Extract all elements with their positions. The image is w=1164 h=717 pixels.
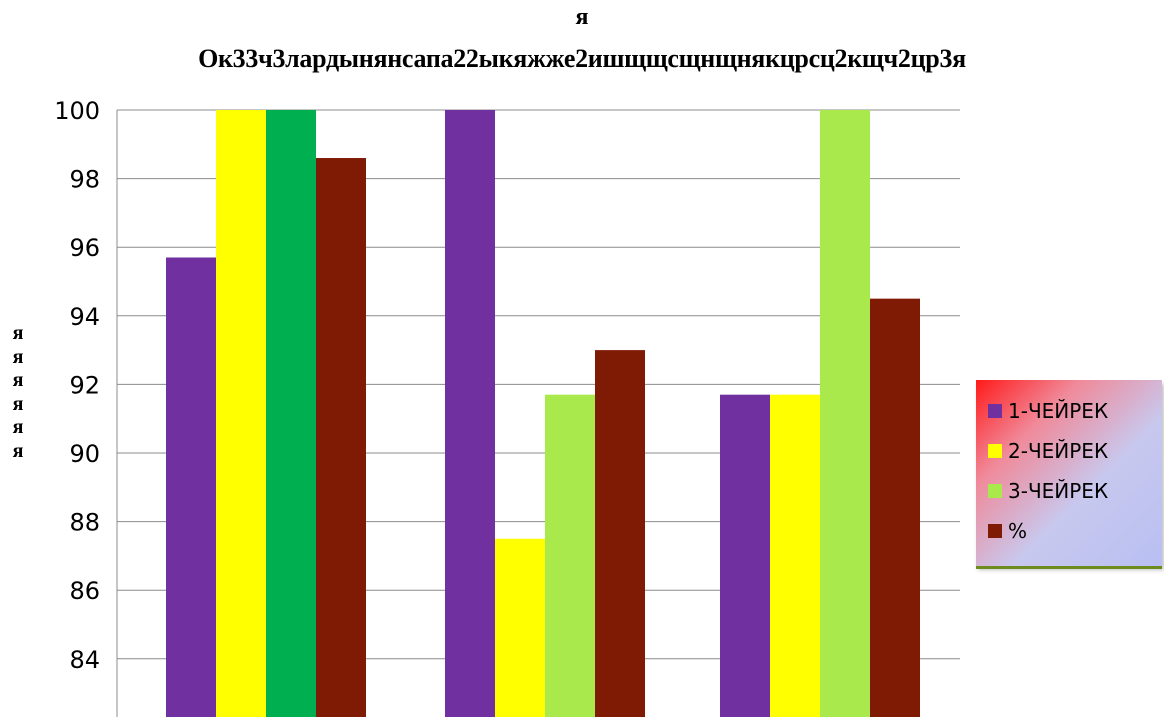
- y-tick-label-98: 98: [69, 166, 100, 194]
- legend-swatch-3: [988, 484, 1002, 498]
- y-tick-label-92: 92: [69, 371, 100, 399]
- legend-label-1: 1-ЧЕЙРЕК: [1008, 399, 1109, 423]
- legend-swatch-1: [988, 404, 1002, 418]
- bar-series2-group2: [495, 538, 545, 717]
- bars: [166, 110, 920, 717]
- chart-subtitle: Ок33ч3лардынянсапа22ыкяжже2ишщщсщнщнякцр…: [198, 44, 966, 73]
- y-tick-label-100: 100: [54, 97, 100, 125]
- bar-series2-group1: [216, 110, 266, 717]
- bar-series1-group1: [166, 257, 216, 717]
- bar-series2-group3: [770, 394, 820, 717]
- legend-swatch-4: [988, 524, 1002, 538]
- legend-item-4: %: [988, 516, 1027, 546]
- bar-series4-group2: [595, 350, 645, 717]
- y-axis-label: я я я я я я: [12, 322, 24, 462]
- bar-series3-group2: [545, 394, 595, 717]
- y-tick-label-88: 88: [69, 509, 100, 537]
- bar-series3-group3: [820, 110, 870, 717]
- y-tick-label-90: 90: [69, 440, 100, 468]
- bar-series3-group1: [266, 110, 316, 717]
- legend: 1-ЧЕЙРЕК 2-ЧЕЙРЕК 3-ЧЕЙРЕК %: [976, 380, 1162, 566]
- legend-label-3: 3-ЧЕЙРЕК: [1008, 479, 1109, 503]
- legend-label-4: %: [1008, 519, 1028, 543]
- y-axis: 100 98 96 94 92 90 88 86 84 82: [54, 97, 118, 717]
- legend-item-1: 1-ЧЕЙРЕК: [988, 396, 1108, 426]
- legend-swatch-2: [988, 444, 1002, 458]
- legend-label-2: 2-ЧЕЙРЕК: [1008, 439, 1109, 463]
- legend-item-3: 3-ЧЕЙРЕК: [988, 476, 1108, 506]
- bar-series4-group3: [870, 298, 920, 717]
- y-tick-label-94: 94: [69, 303, 100, 331]
- y-tick-label-96: 96: [69, 234, 100, 262]
- chart-title: я: [575, 4, 589, 30]
- legend-item-2: 2-ЧЕЙРЕК: [988, 436, 1108, 466]
- bar-series1-group3: [720, 394, 770, 717]
- y-tick-label-86: 86: [69, 577, 100, 605]
- bar-series4-group1: [316, 158, 366, 717]
- bar-series1-group2: [445, 110, 495, 717]
- y-tick-label-82: 82: [69, 714, 100, 717]
- y-tick-label-84: 84: [69, 646, 100, 674]
